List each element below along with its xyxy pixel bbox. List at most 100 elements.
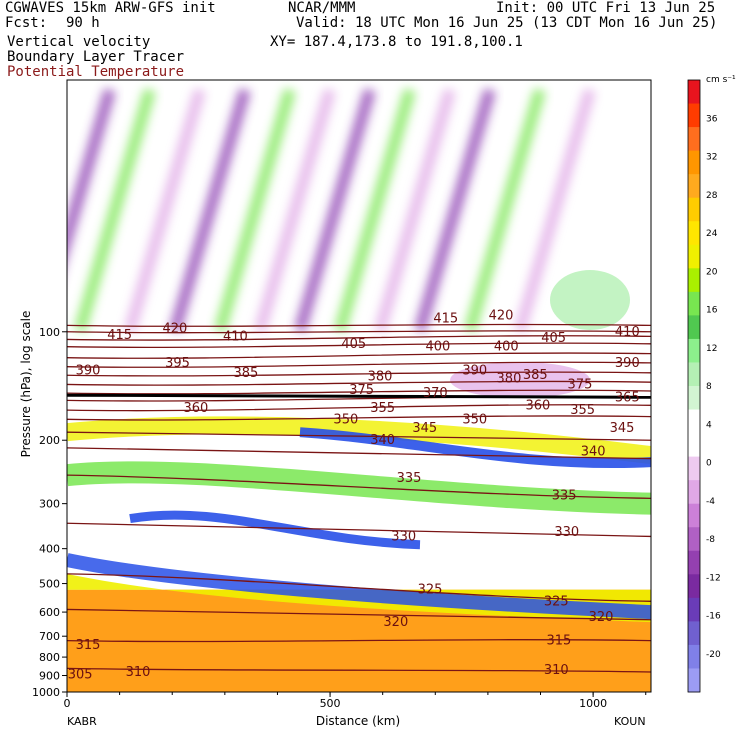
x-tick-label: 500 [320,697,341,710]
theta-contour-label: 395 [165,356,190,371]
theta-contour-label: 375 [349,383,374,398]
x-endpoint-left: KABR [67,715,97,728]
colorbar-tick-label: 32 [706,153,717,163]
theta-contour-label: 310 [126,665,151,680]
colorbar-swatch [688,244,700,269]
colorbar-swatch [688,644,700,669]
theta-contour-label: 365 [615,390,640,405]
theta-contour-label: 380 [368,369,393,384]
x-tick-label: 1000 [579,697,607,710]
x-axis-title: Distance (km) [316,714,400,728]
y-tick-label: 700 [39,630,60,643]
org-label: NCAR/MMM [288,0,356,16]
theta-contour-label: 315 [547,634,572,649]
theta-contour-label: 350 [462,412,487,427]
theta-contour-label: 400 [426,340,451,355]
y-tick-label: 600 [39,606,60,619]
colorbar-swatch [688,386,700,411]
theta-contour-label: 390 [615,356,640,371]
colorbar-swatch [688,668,700,693]
field-boundary-layer-tracer: Boundary Layer Tracer [7,49,185,65]
theta-contour-label: 410 [223,329,248,344]
colorbar-unit: cm s⁻¹ [706,75,736,85]
theta-contour-line [67,323,651,327]
theta-contour-label: 335 [397,471,422,486]
colorbar-swatch [688,315,700,340]
y-tick-label: 300 [39,498,60,511]
y-tick-label: 900 [39,670,60,683]
wave-streak [414,88,496,332]
theta-contour-line [67,447,651,460]
theta-contour-line [67,371,651,377]
x-tick-label: 0 [64,697,71,710]
colorbar-swatch [688,291,700,316]
theta-contour-label: 360 [183,401,208,416]
wave-streak [67,88,116,259]
colorbar-swatch [688,338,700,363]
colorbar-frame [687,79,701,693]
valid-time: Valid: 18 UTC Mon 16 Jun 25 (13 CDT Mon … [296,15,718,31]
green-patch [550,270,630,330]
lower-blue-band [67,553,651,620]
wave-streak [254,88,336,332]
theta-contour-line [67,522,651,538]
theta-contour-label: 320 [383,615,408,630]
theta-contour-label: 405 [341,337,366,352]
colorbar-tick-label: -20 [706,650,721,660]
y-tick-label: 800 [39,651,60,664]
theta-contour-line [67,415,651,421]
colorbar-tick-label: 20 [706,267,718,277]
theta-contour-label: 335 [552,489,577,504]
theta-contour-label: 390 [76,363,101,378]
theta-contour-line [67,431,651,441]
theta-contour-label: 325 [544,594,569,609]
colorbar-tick-label: 12 [706,344,717,354]
theta-contour-line [67,639,651,643]
colorbar-tick-label: 36 [706,114,718,124]
colorbar-tick-label: -4 [706,497,715,507]
theta-contour-label: 385 [523,368,548,383]
forecast-hour: 90 h [66,15,100,31]
x-endpoint-right: KOUN [614,715,646,728]
colorbar-swatch [688,456,700,481]
wave-streak [374,88,456,332]
y-tick-label: 1000 [32,686,60,699]
theta-contour-line [67,474,651,499]
colorbar-swatch [688,174,700,199]
model-title: CGWAVES 15km ARW-GFS init [5,0,216,16]
colorbar-swatch [688,480,700,505]
forecast-label: Fcst: [5,15,48,31]
colorbar-tick-label: 8 [706,382,712,392]
colorbar-tick-label: 4 [706,420,712,430]
mid-blue-band [129,510,421,550]
theta-contour-label: 320 [589,610,614,625]
theta-contour-label: 410 [615,325,640,340]
colorbar-swatch [688,362,700,387]
theta-contour-label: 340 [370,433,395,448]
theta-contour-line [67,352,651,359]
plot-frame [66,79,652,693]
colorbar: 36 32 28 24 20 16 12 8 4 0 -4 -8 -12 -16 -20 [687,79,721,693]
cross-section-endpoints: XY= 187.4,173.8 to 191.8,100.1 [270,34,523,50]
lilac-patch [450,362,590,398]
colorbar-swatch [688,127,700,152]
theta-contour-label: 355 [370,401,395,416]
theta-contour-label: 415 [433,312,458,327]
theta-contour-label: 385 [233,366,258,381]
theta-contour-line [67,330,651,334]
colorbar-swatch [688,527,700,552]
theta-contour-label: 340 [581,445,606,460]
wave-streak [74,88,156,332]
colorbar-tick-label: 16 [706,306,718,316]
field-potential-temperature: Potential Temperature [7,64,185,80]
boundary-layer-tracer-line [67,393,651,399]
theta-contour-label: 330 [554,525,579,540]
wave-streak [334,88,416,332]
y-axis-title: Pressure (hPa), log scale [19,311,33,458]
axes: 0 500 1000 100 200 300 400 500 600 700 800 900 1000 [32,326,647,710]
wave-streak [294,88,376,332]
theta-contour-label: 315 [76,638,101,653]
colorbar-tick-label: 24 [706,229,718,239]
